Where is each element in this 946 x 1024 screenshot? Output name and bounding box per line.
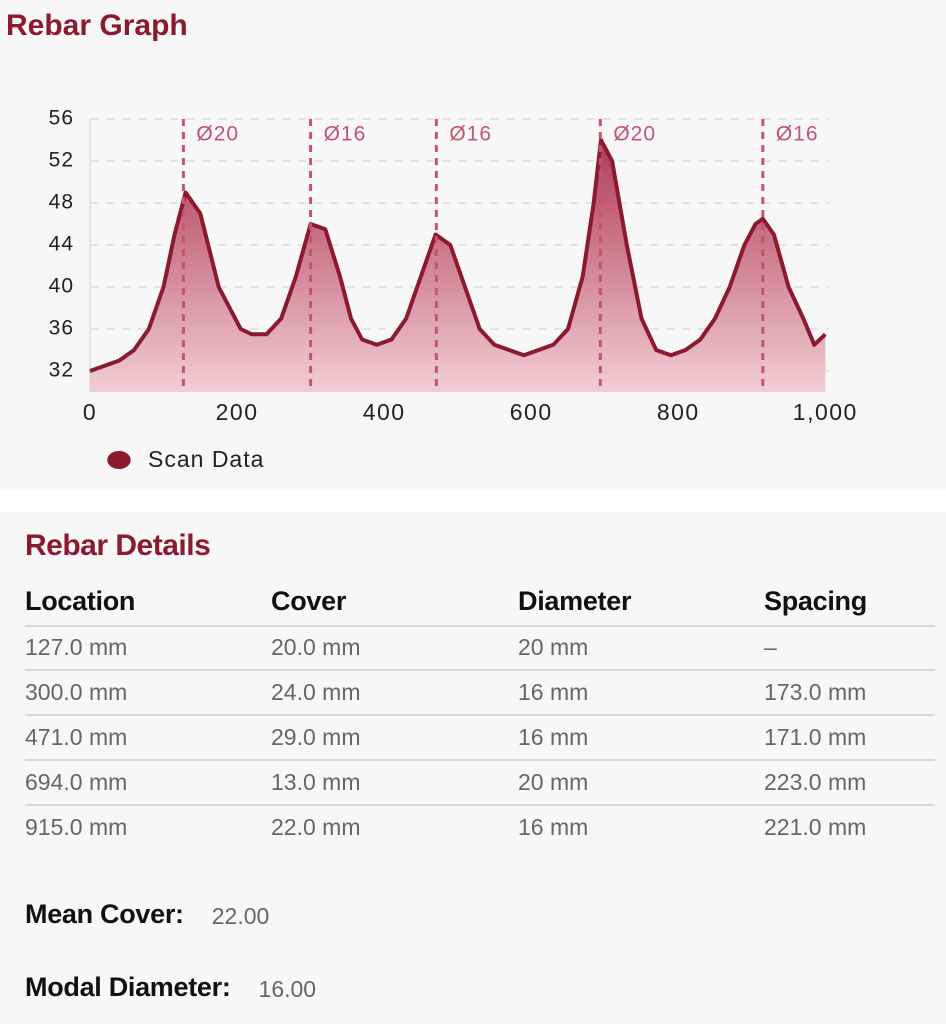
table-cell: 127.0 mm [25,634,128,660]
summary-label: Modal Diameter: [25,972,231,1002]
y-tick-label: 44 [49,233,74,256]
summary-value: 16.00 [258,976,317,1002]
table-cell: 471.0 mm [25,724,128,750]
details-title: Rebar Details [25,529,211,562]
table-cell: 20.0 mm [271,634,361,660]
separator [0,490,946,512]
summary-value: 22.00 [211,903,270,929]
x-tick-label: 400 [363,399,406,425]
table-cell: 16 mm [518,679,589,705]
annotation-label: Ø16 [324,123,367,146]
y-tick-label: 52 [49,149,74,172]
row-rule [25,714,935,716]
y-tick-label: 40 [49,275,74,298]
x-tick-label: 1,000 [793,399,858,425]
table-cell: 915.0 mm [25,814,128,840]
y-tick-label: 36 [49,317,74,340]
table-cell: 24.0 mm [271,679,361,705]
annotation-label: Ø20 [613,123,656,146]
table-cell: 171.0 mm [764,724,867,750]
x-tick-label: 0 [83,399,97,425]
summary-label: Mean Cover: [25,899,184,929]
chart-title: Rebar Graph [6,9,188,42]
y-tick-label: 56 [49,107,74,130]
annotation-label: Ø20 [196,123,239,146]
row-rule [25,804,935,806]
table-cell: 13.0 mm [271,769,361,795]
line [89,138,827,373]
column-header: Spacing [764,586,867,616]
table-cell: 16 mm [518,724,589,750]
annotation-label: Ø16 [449,123,492,146]
table-cell: 29.0 mm [271,724,361,750]
table-cell: – [764,634,777,660]
annotation-label: Ø16 [776,123,819,146]
column-header: Cover [271,586,347,616]
column-header: Location [25,586,136,616]
legend-marker [107,451,131,469]
legend-label: Scan Data [148,446,264,472]
table-cell: 20 mm [518,634,589,660]
table-cell: 173.0 mm [764,679,867,705]
header-rule [25,625,935,627]
table-cell: 22.0 mm [271,814,361,840]
column-header: Diameter [518,586,632,616]
y-tick-label: 32 [49,359,74,382]
chart: Rebar Graph 32 36 40 44 48 52 56 0 200 400 600 800 1… [6,9,858,472]
table-cell: 20 mm [518,769,589,795]
table-cell: 300.0 mm [25,679,128,705]
table-cell: 694.0 mm [25,769,128,795]
y-tick-label: 48 [49,191,74,214]
x-tick-label: 600 [510,399,553,425]
row-rule [25,669,935,671]
row-rule [25,759,935,761]
table-cell: 16 mm [518,814,589,840]
x-tick-label: 800 [657,399,700,425]
table-cell: 223.0 mm [764,769,867,795]
x-tick-label: 200 [216,399,259,425]
table-cell: 221.0 mm [764,814,867,840]
